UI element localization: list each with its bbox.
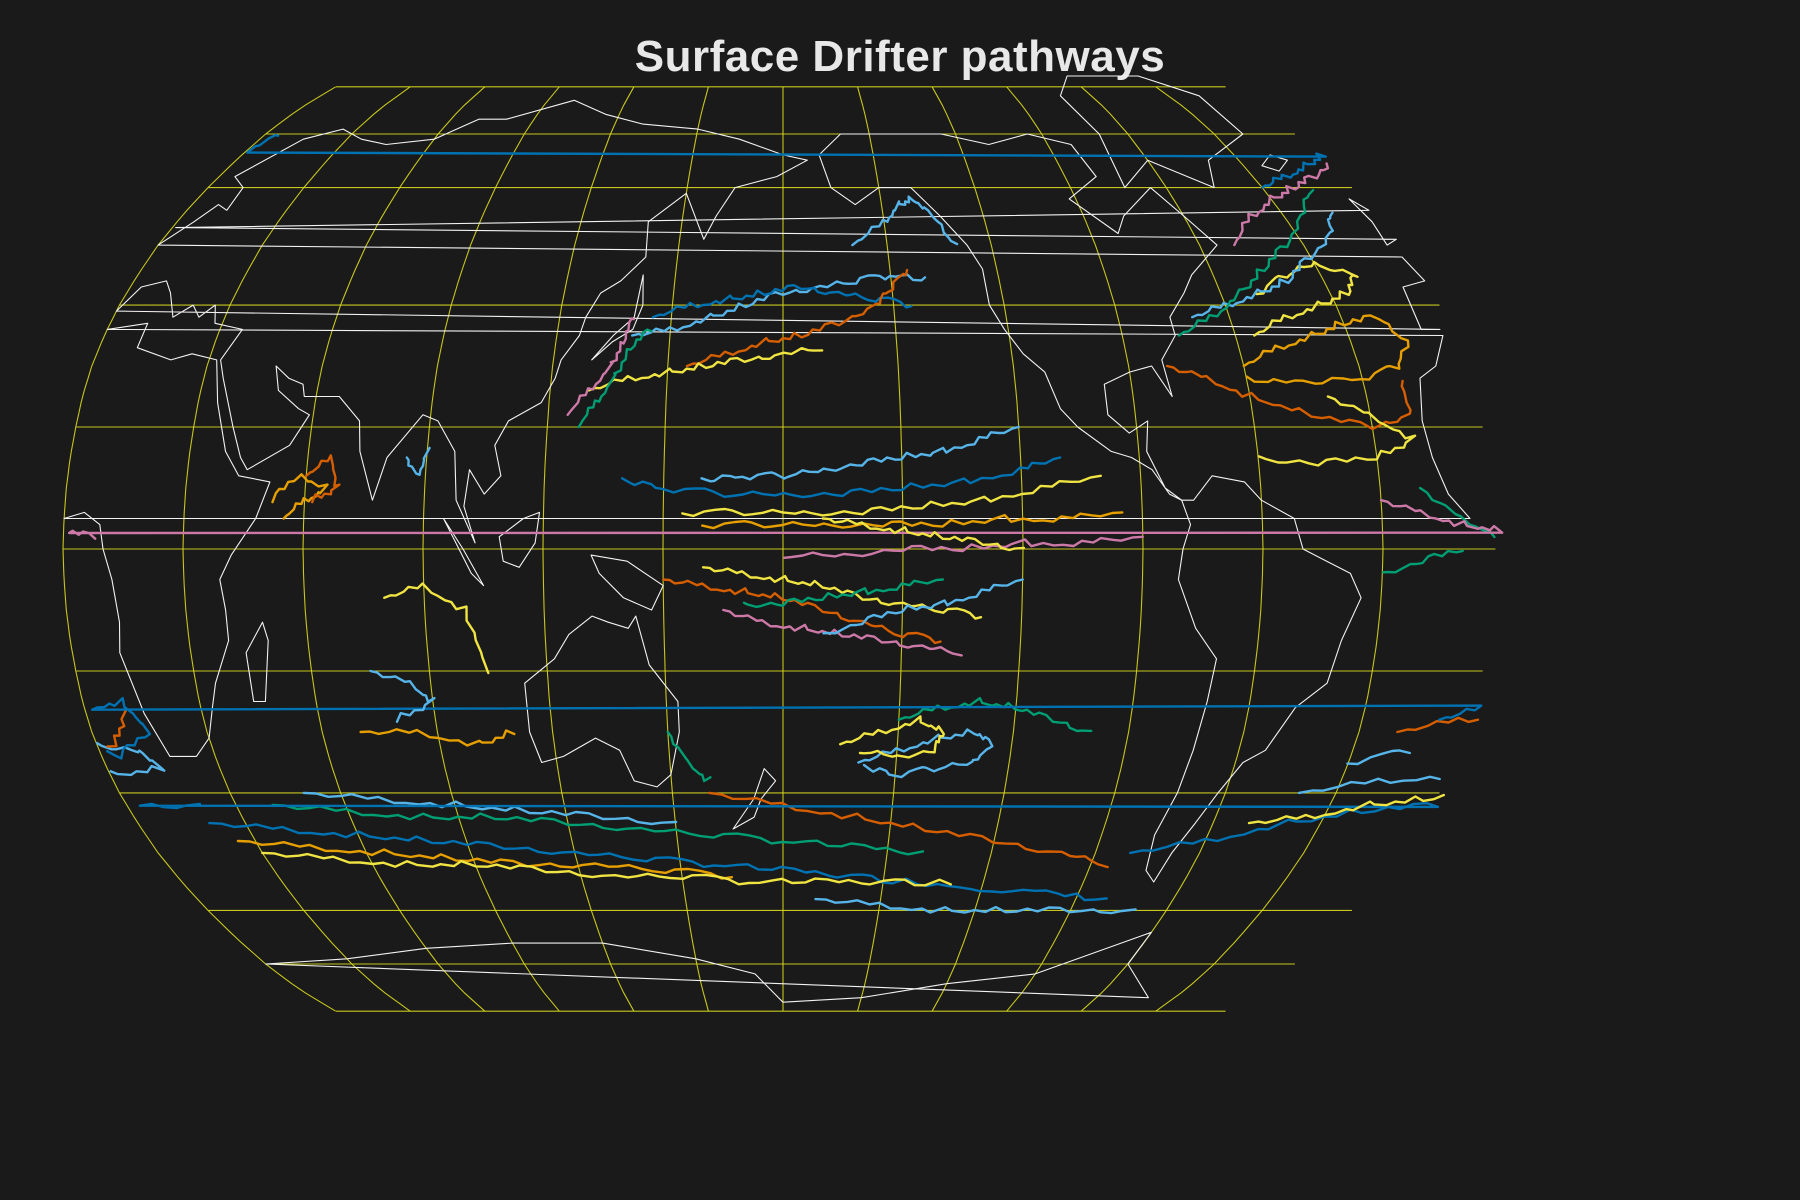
drifter-track xyxy=(783,535,1144,559)
coastline xyxy=(115,99,1441,544)
graticule-meridian xyxy=(1006,86,1144,1012)
graticule-meridian xyxy=(1155,86,1384,1012)
drifter-track xyxy=(67,499,1504,540)
graticule-meridian xyxy=(542,86,635,1012)
drifter-track xyxy=(897,696,1093,733)
coastline xyxy=(591,274,644,361)
drifter-track xyxy=(577,328,653,429)
drifter-track xyxy=(700,425,1020,483)
graticule-meridian xyxy=(1080,86,1264,1012)
graticule-meridian xyxy=(422,86,560,1012)
drifter-track xyxy=(208,821,1108,902)
drifter-track xyxy=(405,446,431,476)
coastline xyxy=(590,554,664,611)
drifter-track xyxy=(369,669,436,723)
coastlines xyxy=(63,75,1471,1003)
drifter-track xyxy=(1253,260,1359,337)
drifter-track xyxy=(90,696,1483,760)
drifter-track xyxy=(261,851,952,887)
drifter-track xyxy=(1191,211,1334,319)
drifter-track xyxy=(701,566,983,620)
drifter-track xyxy=(566,317,635,416)
drifter-track xyxy=(666,730,712,783)
graticule-meridian xyxy=(662,86,709,1012)
drifter-track xyxy=(1165,364,1412,431)
coastline xyxy=(175,198,1397,246)
coastline xyxy=(498,511,541,568)
drifter-track xyxy=(839,715,945,759)
coastline xyxy=(524,615,680,788)
drifter-track xyxy=(157,795,1444,823)
drifter-track xyxy=(271,803,925,856)
drifter-track xyxy=(814,897,1137,915)
drifter-track xyxy=(383,582,490,675)
drifter-track xyxy=(662,578,942,645)
drifter-track xyxy=(1382,486,1496,574)
drifter-track xyxy=(246,133,1327,189)
coastline xyxy=(245,621,269,703)
coastline xyxy=(818,133,1218,501)
drifter-track xyxy=(822,578,1024,635)
drifter-track xyxy=(651,284,913,319)
coastline xyxy=(63,322,1471,757)
drifter-track xyxy=(1257,395,1417,467)
coastline xyxy=(1059,75,1244,189)
drifter-track xyxy=(681,474,1102,518)
coastline xyxy=(442,517,485,587)
drifter-track xyxy=(821,517,1026,552)
drifter-track xyxy=(236,839,734,880)
graticule-meridian xyxy=(62,86,336,1012)
drifter-track xyxy=(305,454,341,504)
coastline xyxy=(265,931,1152,1003)
drifter-track xyxy=(851,195,959,247)
drifter-track xyxy=(631,273,927,337)
drifter-track xyxy=(1242,314,1410,385)
drifter-track xyxy=(271,473,329,520)
drifter-track xyxy=(708,791,1109,869)
drifter-track xyxy=(107,710,1478,752)
drifter-track xyxy=(138,802,1440,855)
drifter-track xyxy=(685,268,909,368)
graticule xyxy=(62,86,1496,1012)
drifter-track xyxy=(742,578,944,609)
drifter-track xyxy=(620,456,1062,499)
drifter-track xyxy=(722,608,963,657)
drifter-track xyxy=(587,347,824,392)
map-title: Surface Drifter pathways xyxy=(634,32,1166,81)
drifter-tracks xyxy=(67,133,1504,915)
coastline xyxy=(1145,475,1362,883)
drifter-track xyxy=(302,791,678,826)
graticule-meridian xyxy=(857,86,904,1012)
drifter-track xyxy=(857,728,994,779)
drifter-track xyxy=(96,742,1441,795)
drifter-track xyxy=(1177,188,1315,337)
drifter-track xyxy=(701,511,1124,530)
graticule-meridian xyxy=(302,86,486,1012)
drifter-track xyxy=(359,728,516,747)
coastline xyxy=(1261,154,1288,172)
